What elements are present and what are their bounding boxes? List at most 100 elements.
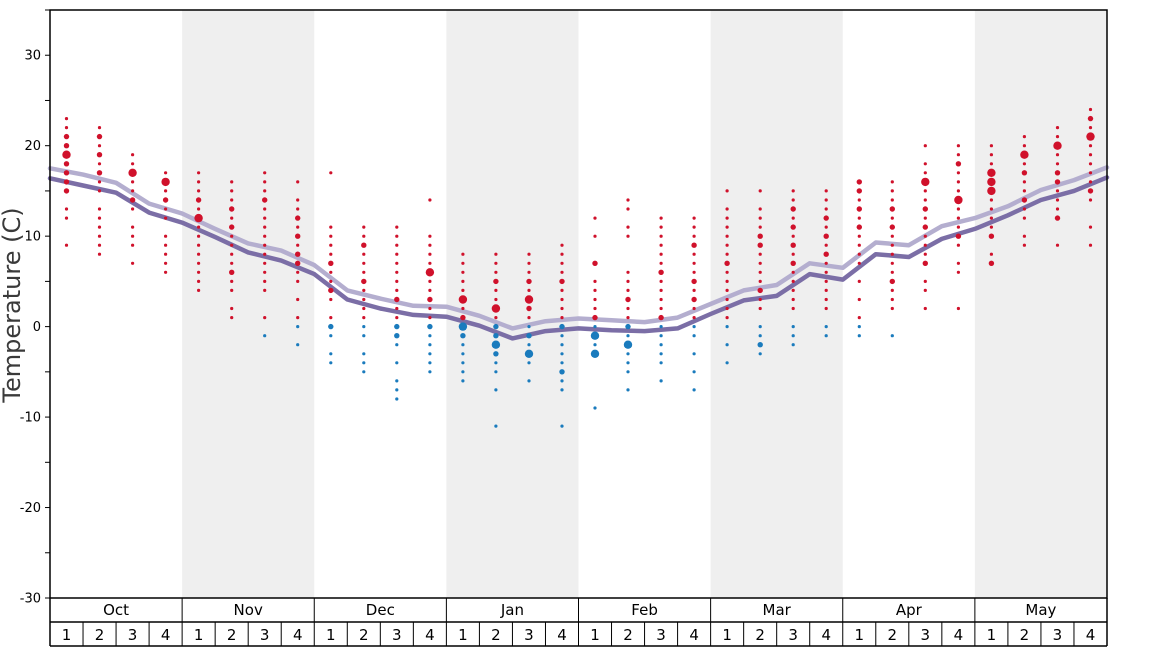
temperature-dot [956, 261, 961, 265]
temperature-dot [560, 352, 564, 356]
month-label: Jan [500, 601, 524, 619]
temperature-dot [494, 361, 498, 365]
temperature-dot [560, 379, 564, 383]
temperature-dot [64, 216, 69, 220]
temperature-dot [527, 270, 531, 274]
temperature-dot [1055, 126, 1060, 130]
temperature-dot [328, 287, 334, 294]
temperature-dot [757, 287, 763, 294]
temperature-dot [593, 216, 597, 220]
temperature-dot [725, 279, 729, 283]
temperature-dot [295, 260, 301, 266]
temperature-dot [988, 233, 995, 239]
temperature-dot [659, 225, 663, 229]
temperature-dot [395, 252, 399, 256]
temperature-dot [1054, 215, 1061, 221]
temperature-dot [131, 180, 135, 184]
temperature-dot [922, 206, 928, 212]
temperature-dot [97, 189, 102, 193]
temperature-dot [989, 144, 994, 148]
temperature-dot [97, 243, 102, 247]
temperature-dot [725, 288, 729, 292]
temperature-dot [329, 316, 333, 320]
temperature-dot [560, 306, 564, 311]
temperature-dot [1022, 216, 1026, 220]
temperature-dot [329, 279, 333, 283]
temperature-dot [1022, 243, 1026, 247]
temperature-dot [428, 261, 432, 265]
temperature-dot [329, 234, 333, 238]
temperature-dot [1088, 243, 1093, 247]
temperature-dot [758, 297, 762, 302]
temperature-dot [329, 243, 333, 247]
temperature-dot [197, 234, 201, 238]
temperature-dot [328, 260, 334, 266]
temperature-dot [329, 270, 333, 274]
temperature-dot [493, 333, 499, 339]
temperature-dot [230, 288, 234, 292]
temperature-dot [659, 306, 663, 311]
temperature-dot [824, 261, 828, 265]
temperature-dot [725, 297, 729, 302]
week-label: 4 [1086, 626, 1096, 644]
month-label: Feb [631, 601, 658, 619]
temperature-dot [626, 288, 630, 292]
temperature-dot [658, 314, 664, 321]
temperature-dot [757, 233, 763, 239]
temperature-dot [96, 152, 103, 158]
temperature-dot [692, 352, 696, 356]
temperature-dot [131, 162, 135, 166]
temperature-dot [857, 325, 861, 329]
temperature-dot [559, 323, 565, 330]
temperature-dot [197, 207, 201, 211]
temperature-dot [757, 242, 763, 248]
temperature-dot [790, 260, 796, 266]
temperature-dot [659, 325, 663, 329]
temperature-dot [461, 370, 465, 374]
temperature-dot [625, 296, 631, 303]
temperature-dot [593, 279, 597, 283]
temperature-dot [296, 343, 300, 347]
temperature-dot [758, 352, 762, 356]
temperature-dot [428, 279, 432, 283]
temperature-dot [857, 297, 861, 302]
temperature-dot [560, 361, 564, 365]
temperature-dot [790, 206, 796, 212]
temperature-dot [362, 316, 366, 320]
temperature-dot [428, 243, 432, 247]
temperature-dot [560, 424, 564, 428]
temperature-dot [461, 343, 465, 347]
temperature-dot [1022, 135, 1026, 139]
temperature-dot [395, 388, 399, 392]
temperature-dot [890, 297, 894, 302]
temperature-dot [1088, 126, 1093, 130]
temperature-dot [890, 252, 894, 256]
temperature-dot [395, 361, 399, 365]
temperature-dot [692, 270, 696, 274]
y-tick-label: 20 [24, 139, 41, 154]
temperature-dot [758, 261, 762, 265]
temperature-dot [164, 252, 168, 256]
temperature-dot [593, 234, 597, 238]
temperature-dot [97, 180, 102, 184]
temperature-dot [955, 233, 962, 239]
temperature-dot [889, 206, 895, 212]
temperature-dot [96, 133, 103, 140]
temperature-dot [824, 288, 828, 292]
temperature-dot [524, 295, 534, 304]
temperature-dot [824, 325, 828, 329]
temperature-dot [128, 168, 137, 177]
temperature-dot [494, 424, 498, 428]
temperature-dots [62, 107, 1095, 428]
temperature-dot [329, 352, 333, 356]
temperature-dot [593, 343, 597, 347]
month-label: Oct [103, 601, 129, 619]
temperature-dot [164, 207, 168, 211]
temperature-dot [62, 150, 71, 159]
temperature-dot [989, 216, 994, 220]
temperature-dot [527, 316, 531, 320]
temperature-dot [857, 198, 861, 202]
week-label: 1 [722, 626, 732, 644]
temperature-dot [263, 189, 267, 193]
temperature-dot [395, 243, 399, 247]
